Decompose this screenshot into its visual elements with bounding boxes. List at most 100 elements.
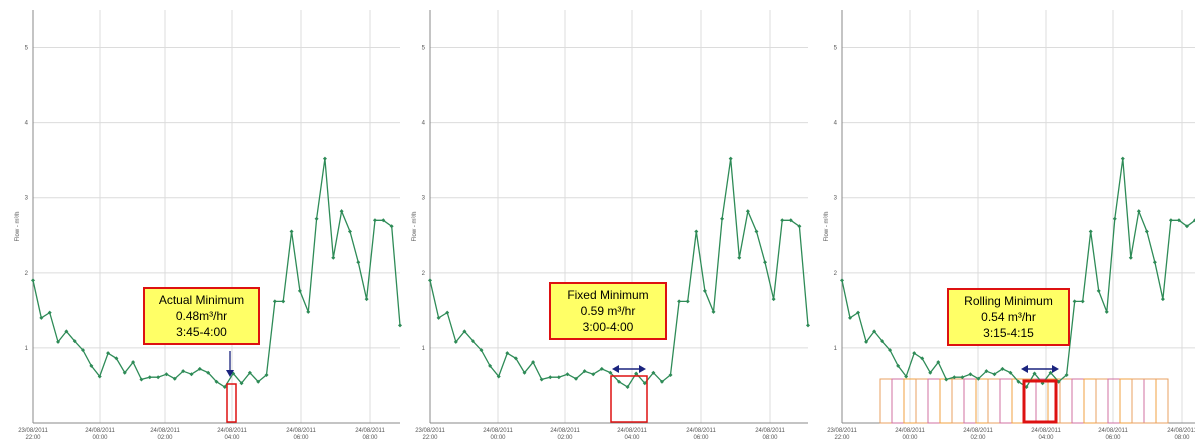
y-tick-label: 1	[834, 346, 838, 352]
data-point	[659, 379, 664, 384]
data-point	[1112, 216, 1117, 221]
data-point	[1056, 379, 1061, 384]
data-point	[617, 379, 621, 384]
callout-time: 3:45-4:00	[176, 325, 227, 339]
rolling-window-box	[1095, 378, 1133, 424]
x-tick-label-date: 24/08/2011	[286, 428, 316, 434]
x-tick-label-time: 08:00	[362, 435, 378, 440]
data-point	[106, 351, 111, 356]
x-tick-label-time: 08:00	[1174, 435, 1190, 440]
x-tick-label-time: 04:00	[1038, 435, 1054, 440]
data-point	[372, 218, 377, 223]
data-point	[625, 384, 630, 389]
callout-time: 3:15-4:15	[983, 326, 1034, 340]
y-tick-label: 3	[422, 196, 426, 202]
data-point	[31, 278, 35, 283]
rolling-window-box	[939, 378, 977, 424]
rolling-window-box	[1035, 378, 1073, 424]
data-point	[737, 255, 742, 260]
data-point	[297, 288, 302, 293]
data-point	[582, 369, 587, 374]
data-point	[920, 356, 925, 361]
callout-value: 0.54 m³/hr	[981, 310, 1036, 324]
y-tick-label: 1	[422, 346, 426, 352]
data-point	[634, 371, 639, 376]
callout-title: Actual Minimum	[158, 293, 245, 307]
data-point	[114, 356, 119, 361]
data-point	[1184, 224, 1189, 229]
rolling-window-box	[927, 378, 965, 424]
data-point	[1016, 379, 1021, 384]
y-axis-label: Flow - m³/h	[824, 212, 830, 242]
callout-value: 0.59 m³/hr	[580, 304, 636, 318]
data-point	[339, 209, 344, 214]
callout-fixed-minimum: Fixed Minimum 0.59 m³/hr 3:00-4:00	[549, 282, 667, 340]
data-point	[1064, 372, 1069, 377]
data-point	[247, 370, 252, 375]
data-point	[780, 218, 785, 223]
y-tick-label: 2	[834, 271, 838, 277]
data-point	[56, 339, 61, 344]
data-point	[314, 216, 319, 221]
callout-value: 0.48m³/hr	[175, 309, 228, 323]
x-tick-label-time: 00:00	[92, 435, 108, 440]
data-point	[677, 299, 682, 304]
data-point	[642, 381, 647, 386]
rolling-window-box	[963, 378, 1001, 424]
x-tick-label-date: 23/08/2011	[827, 428, 857, 434]
data-point	[272, 299, 277, 304]
data-point	[1176, 218, 1181, 223]
x-tick-label-date: 24/08/2011	[85, 428, 115, 434]
data-point	[1008, 370, 1013, 375]
data-point	[97, 374, 102, 379]
data-point	[1104, 309, 1109, 314]
data-point	[1032, 371, 1037, 376]
rolling-window-box	[1131, 378, 1169, 424]
data-point	[720, 216, 725, 221]
data-point	[992, 372, 997, 377]
data-point	[364, 297, 369, 302]
data-point	[470, 339, 475, 344]
data-point	[428, 278, 432, 283]
chart-panel-actual-minimum: 1 2 3 4 5 Flow - m³/h 23/08/2011 22:00 24/08/201…	[0, 0, 402, 440]
x-tick-label-time: 06:00	[693, 435, 709, 440]
data-point	[848, 315, 853, 320]
data-point	[539, 377, 544, 382]
data-point	[331, 255, 336, 260]
data-point	[599, 366, 604, 371]
y-tick-label: 1	[25, 346, 29, 352]
data-point	[496, 374, 501, 379]
data-point	[608, 370, 613, 375]
callout-title: Rolling Minimum	[964, 294, 1053, 308]
x-tick-label-date: 24/08/2011	[1167, 428, 1195, 434]
x-tick-label-date: 24/08/2011	[617, 428, 647, 434]
y-tick-label: 2	[422, 271, 426, 277]
data-point	[306, 309, 311, 314]
y-tick-label: 5	[25, 46, 29, 52]
data-point	[453, 339, 458, 344]
data-point	[1088, 229, 1093, 234]
data-point	[513, 356, 518, 361]
rolling-window-box	[999, 378, 1037, 424]
x-tick-label-date: 24/08/2011	[963, 428, 993, 434]
x-tick-label-date: 24/08/2011	[550, 428, 580, 434]
data-point	[960, 375, 965, 380]
data-point	[139, 377, 144, 382]
data-point	[904, 374, 909, 379]
rolling-window-box	[1059, 378, 1097, 424]
data-point	[1000, 366, 1005, 371]
x-tick-label-time: 02:00	[970, 435, 986, 440]
callout-title: Fixed Minimum	[567, 288, 649, 302]
data-point	[398, 323, 402, 328]
data-point	[1080, 299, 1085, 304]
data-point	[445, 310, 450, 315]
x-tick-label-time: 06:00	[293, 435, 309, 440]
x-tick-label-date: 24/08/2011	[755, 428, 785, 434]
data-point	[976, 376, 981, 381]
double-arrow-head-left	[612, 365, 619, 373]
data-point	[356, 260, 361, 265]
data-point	[47, 310, 52, 315]
data-point	[505, 351, 510, 356]
